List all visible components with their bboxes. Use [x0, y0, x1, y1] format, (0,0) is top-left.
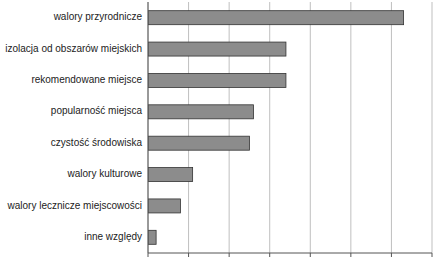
grid-line — [432, 2, 433, 253]
category-label: czystość środowiska — [51, 137, 143, 148]
bar — [148, 168, 193, 182]
bar — [148, 230, 156, 244]
bar — [148, 199, 180, 213]
bar — [148, 73, 286, 87]
chart: walory przyrodnicze izolacja od obszarów … — [0, 0, 437, 261]
grid-line — [350, 2, 351, 253]
category-label: inne względy — [84, 231, 142, 242]
y-axis — [148, 2, 149, 253]
x-axis — [148, 253, 432, 254]
tick-mark — [269, 253, 270, 257]
grid-line — [310, 2, 311, 253]
tick-mark — [391, 253, 392, 257]
grid-line — [229, 2, 230, 253]
bar — [148, 11, 404, 25]
tick-mark — [229, 253, 230, 257]
bar — [148, 105, 253, 119]
bars — [148, 11, 404, 245]
category-label: walory kulturowe — [67, 168, 143, 179]
tick-mark — [432, 253, 433, 257]
category-label: walory lecznicze miejscowości — [7, 200, 142, 211]
bar — [148, 136, 249, 150]
tick-mark — [350, 253, 351, 257]
tick-mark — [188, 253, 189, 257]
category-label: rekomendowane miejsce — [31, 74, 142, 85]
category-label: walory przyrodnicze — [53, 11, 143, 22]
tick-mark — [310, 253, 311, 257]
bar — [148, 42, 286, 56]
tick-mark — [148, 253, 149, 257]
grid-line — [148, 2, 149, 253]
category-label: popularność miejsca — [51, 105, 143, 116]
grid-line — [391, 2, 392, 253]
grid-line — [188, 2, 189, 253]
grid-line — [269, 2, 270, 253]
category-label: izolacja od obszarów miejskich — [5, 43, 142, 54]
